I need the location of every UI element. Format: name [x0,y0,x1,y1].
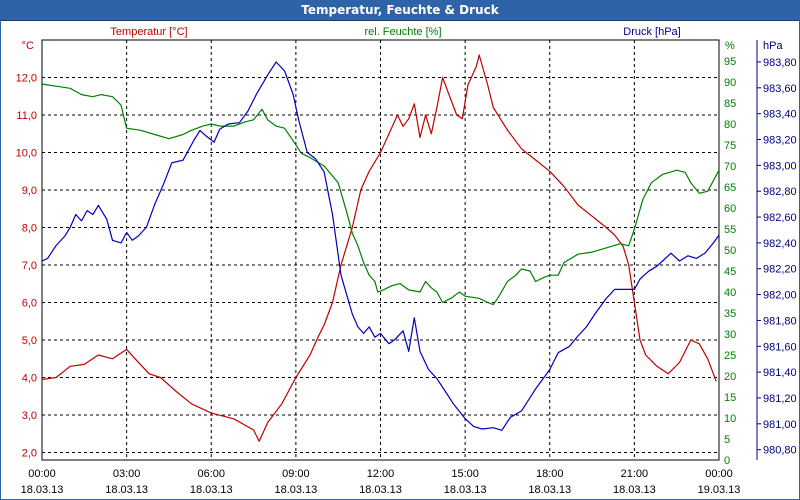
humidity-tick-label: 60 [724,203,736,215]
pressure-tick-label: 981,40 [763,367,797,379]
temperature-tick-label: 10,0 [16,148,37,160]
pressure-tick-label: 982,00 [763,290,797,302]
humidity-tick-label: 95 [724,56,736,68]
pressure-tick-label: 983,00 [763,160,797,172]
x-tick-time: 18:00 [536,468,564,480]
x-tick-date: 18.03.13 [613,484,656,496]
temperature-tick-label: 9,0 [22,185,37,197]
pressure-tick-label: 983,20 [763,135,797,147]
temperature-axis-label: Temperatur [°C] [110,26,187,38]
pressure-tick-label: 982,20 [763,264,797,276]
humidity-tick-label: 25 [724,350,736,362]
x-tick-date: 18.03.13 [21,484,64,496]
pressure-series-line [41,61,720,431]
pressure-tick-label: 982,60 [763,212,797,224]
pressure-tick-label: 981,00 [763,419,797,431]
humidity-tick-label: 45 [724,266,736,278]
x-tick-time: 06:00 [197,468,225,480]
pressure-tick-label: 983,80 [763,57,797,69]
humidity-tick-label: 15 [724,392,736,404]
pressure-tick-label: 983,40 [763,109,797,121]
temperature-series-line [41,54,717,442]
humidity-tick-label: 85 [724,98,736,110]
humidity-tick-label: 10 [724,413,736,425]
humidity-tick-label: 50 [724,245,736,257]
humidity-tick-label: 55 [724,224,736,236]
humidity-tick-label: 75 [724,140,736,152]
humidity-axis-label: rel. Feuchte [%] [364,26,441,38]
grid-lines [42,40,719,460]
pressure-tick-label: 982,80 [763,186,797,198]
temperature-tick-label: 8,0 [22,223,37,235]
pressure-tick-label: 983,60 [763,83,797,95]
x-tick-date: 18.03.13 [359,484,402,496]
humidity-tick-label: 5 [724,434,730,446]
x-tick-date: 19.03.13 [698,484,741,496]
humidity-tick-label: 35 [724,308,736,320]
pressure-tick-label: 980,80 [763,445,797,457]
humidity-unit-label: % [725,40,735,52]
humidity-tick-label: 70 [724,161,736,173]
temperature-tick-label: 5,0 [22,335,37,347]
pressure-tick-label: 982,40 [763,238,797,250]
pressure-tick-label: 981,20 [763,393,797,405]
series-lines [41,54,720,442]
chart-title-bar: Temperatur, Feuchte & Druck [0,0,800,21]
temperature-unit-label: °C [22,40,34,52]
x-tick-time: 12:00 [367,468,395,480]
pressure-tick-label: 981,60 [763,341,797,353]
humidity-tick-label: 80 [724,119,736,131]
plot-area-frame [41,39,720,461]
temperature-tick-label: 7,0 [22,260,37,272]
chart-title: Temperatur, Feuchte & Druck [301,3,499,17]
temperature-tick-label: 12,0 [16,73,37,85]
x-tick-date: 18.03.13 [274,484,317,496]
humidity-tick-label: 40 [724,287,736,299]
humidity-tick-label: 20 [724,371,736,383]
temperature-tick-label: 3,0 [22,410,37,422]
x-tick-time: 15:00 [451,468,479,480]
pressure-unit-label: hPa [763,40,783,52]
x-tick-time: 00:00 [705,468,733,480]
temperature-tick-label: 4,0 [22,373,37,385]
pressure-tick-label: 981,80 [763,315,797,327]
x-tick-time: 09:00 [282,468,310,480]
x-tick-date: 18.03.13 [528,484,571,496]
humidity-tick-label: 90 [724,77,736,89]
x-tick-time: 00:00 [28,468,56,480]
axis-titles: Temperatur [°C] rel. Feuchte [%] Druck [… [22,26,784,52]
humidity-series-line [41,83,720,306]
humidity-tick-label: 65 [724,182,736,194]
x-tick-time: 03:00 [113,468,141,480]
pressure-axis-label: Druck [hPa] [623,26,680,38]
x-tick-time: 21:00 [621,468,649,480]
temperature-tick-label: 11,0 [16,110,37,122]
temperature-tick-label: 2,0 [22,448,37,460]
humidity-tick-label: 0 [724,455,730,467]
x-tick-date: 18.03.13 [190,484,233,496]
x-tick-date: 18.03.13 [105,484,148,496]
temperature-tick-label: 6,0 [22,298,37,310]
humidity-tick-label: 30 [724,329,736,341]
x-tick-date: 18.03.13 [444,484,487,496]
axes: 00:00 18.03.13 03:00 18.03.13 06:00 18.03.13 0… [16,40,797,496]
